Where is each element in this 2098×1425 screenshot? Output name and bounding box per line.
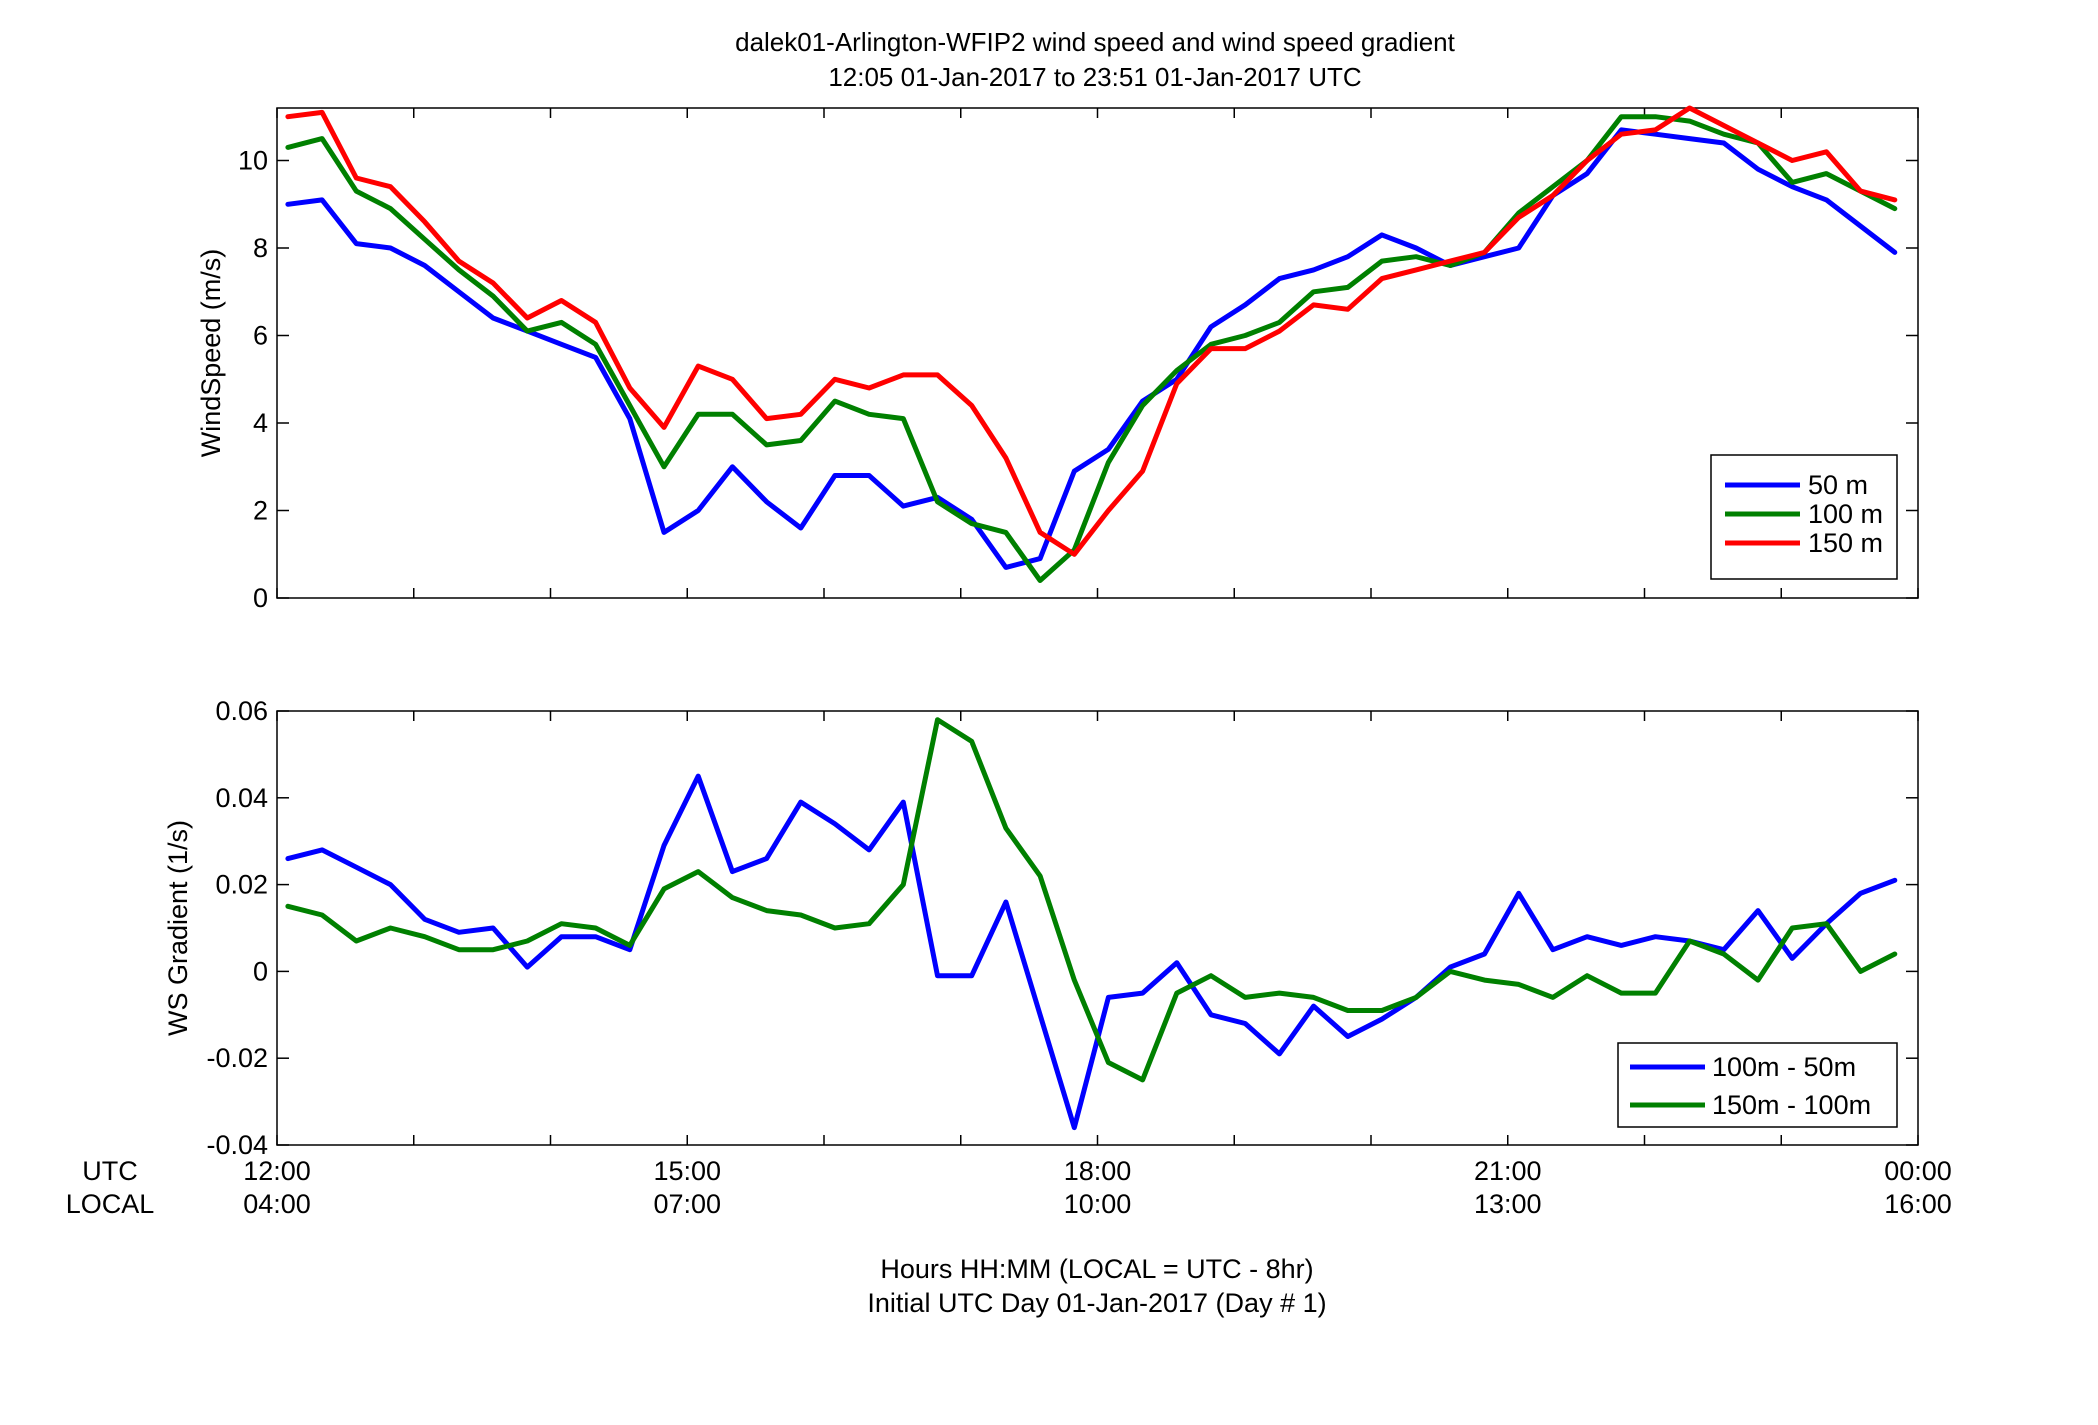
windspeed-series-100m (285, 114, 1898, 583)
utc-tick-label: 00:00 (1884, 1156, 1952, 1186)
windspeed-ytick-label: 8 (253, 233, 268, 263)
gradient-ytick-label: 0.02 (215, 870, 268, 900)
local-row-label: LOCAL (66, 1189, 155, 1219)
windspeed-ytick-label: 4 (253, 408, 268, 438)
windspeed-legend-box (1710, 454, 1898, 580)
windspeed-ytick-label: 6 (253, 321, 268, 351)
local-tick-label: 16:00 (1884, 1189, 1952, 1219)
gradient-ytick-label: -0.02 (206, 1043, 268, 1073)
xaxis-label-line2: Initial UTC Day 01-Jan-2017 (Day # 1) (867, 1288, 1326, 1318)
local-tick-label: 07:00 (653, 1189, 721, 1219)
windspeed-legend-label: 150 m (1808, 528, 1883, 558)
local-tick-label: 10:00 (1064, 1189, 1132, 1219)
windspeed-series-150m (285, 105, 1898, 557)
gradient-ytick-label: 0.04 (215, 783, 268, 813)
utc-tick-label: 15:00 (653, 1156, 721, 1186)
gradient-legend-label: 100m - 50m (1712, 1052, 1856, 1082)
windspeed-legend-label: 100 m (1808, 499, 1883, 529)
windspeed-ylabel: WindSpeed (m/s) (196, 249, 226, 458)
windspeed-series-50m (285, 127, 1898, 570)
utc-tick-label: 12:00 (243, 1156, 311, 1186)
gradient-series-100m-50m (285, 773, 1898, 1131)
utc-tick-label: 21:00 (1474, 1156, 1542, 1186)
windspeed-ytick-label: 2 (253, 496, 268, 526)
windspeed-ytick-label: 10 (238, 146, 268, 176)
windspeed-legend-label: 50 m (1808, 470, 1868, 500)
gradient-legend: 100m - 50m 150m - 100m (1617, 1042, 1898, 1128)
xaxis-label-line1: Hours HH:MM (LOCAL = UTC - 8hr) (880, 1254, 1313, 1284)
local-tick-label: 04:00 (243, 1189, 311, 1219)
local-tick-label: 13:00 (1474, 1189, 1542, 1219)
utc-row-label: UTC (82, 1156, 138, 1186)
gradient-ytick-label: 0.06 (215, 696, 268, 726)
chart-title-line2: 12:05 01-Jan-2017 to 23:51 01-Jan-2017 U… (828, 62, 1361, 92)
gradient-ytick-label: -0.04 (206, 1130, 268, 1160)
windspeed-ytick-label: 0 (253, 583, 268, 613)
gradient-ytick-label: 0 (253, 956, 268, 986)
gradient-ylabel: WS Gradient (1/s) (163, 820, 193, 1036)
gradient-legend-box (1617, 1042, 1898, 1128)
gradient-series-150m-100m (285, 717, 1898, 1083)
chart-title-line1: dalek01-Arlington-WFIP2 wind speed and w… (735, 27, 1456, 57)
gradient-legend-label: 150m - 100m (1712, 1090, 1871, 1120)
utc-tick-label: 18:00 (1064, 1156, 1132, 1186)
gradient-panel: -0.04 -0.02 0 0.02 0.04 0.06 WS Gradient (1/s… (163, 696, 1919, 1160)
